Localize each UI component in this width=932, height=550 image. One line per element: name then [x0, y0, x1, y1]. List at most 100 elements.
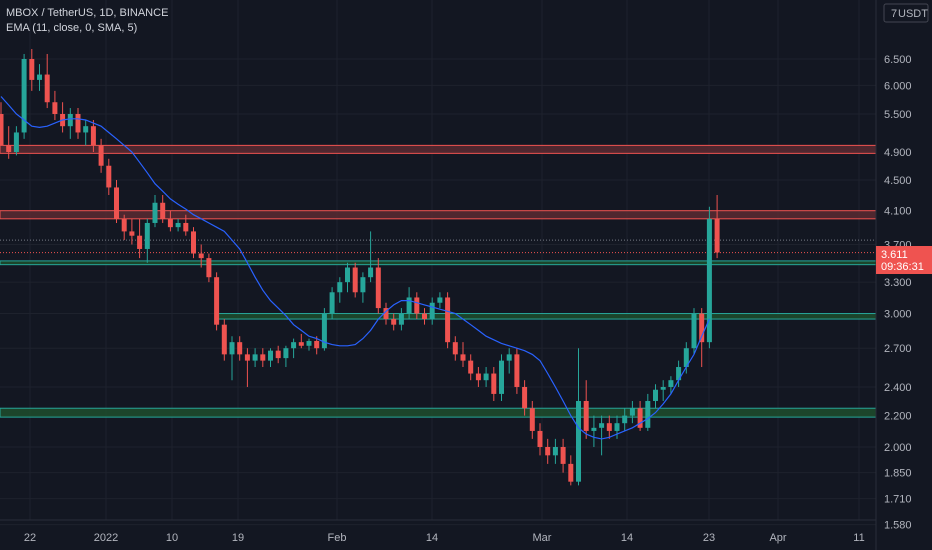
candle[interactable] [499, 354, 504, 401]
candle[interactable] [291, 338, 297, 359]
candle[interactable] [152, 195, 158, 228]
candle[interactable] [422, 308, 427, 325]
candle[interactable] [252, 348, 258, 368]
candle[interactable] [599, 415, 605, 456]
candle[interactable] [368, 231, 374, 283]
candle[interactable] [206, 253, 212, 283]
candle[interactable] [683, 342, 689, 374]
candle[interactable] [137, 218, 143, 259]
candle[interactable] [214, 272, 220, 331]
candle[interactable] [60, 102, 66, 133]
candle[interactable] [552, 438, 558, 464]
candle[interactable] [275, 345, 281, 364]
candle[interactable] [576, 348, 581, 486]
candle[interactable] [452, 336, 458, 361]
candle[interactable] [375, 258, 381, 314]
candle[interactable] [306, 338, 312, 351]
candle[interactable] [653, 384, 658, 409]
candle[interactable] [191, 227, 196, 259]
candle[interactable] [437, 292, 443, 309]
candle[interactable] [706, 206, 712, 349]
candle[interactable] [660, 380, 666, 401]
candle[interactable] [329, 287, 335, 320]
candle[interactable] [475, 367, 481, 387]
candle[interactable] [483, 367, 489, 387]
candle[interactable] [337, 277, 343, 303]
candle[interactable] [360, 272, 366, 303]
support-zone[interactable] [0, 260, 877, 266]
candle[interactable] [37, 64, 42, 91]
candle[interactable] [614, 415, 620, 439]
candle[interactable] [13, 126, 19, 156]
candle[interactable] [529, 400, 535, 439]
candle[interactable] [391, 313, 397, 331]
candle[interactable] [321, 308, 327, 351]
candle[interactable] [298, 333, 304, 349]
candle[interactable] [383, 302, 389, 325]
candle[interactable] [406, 287, 412, 320]
candle[interactable] [98, 138, 104, 173]
support-zone[interactable] [217, 313, 877, 320]
candle[interactable] [398, 308, 404, 331]
symbol-line[interactable]: MBOX / TetherUS, 1D, BINANCE [6, 7, 169, 19]
candle[interactable] [537, 423, 543, 456]
candle[interactable] [637, 400, 643, 431]
candle[interactable] [237, 336, 243, 361]
candle[interactable] [668, 376, 674, 394]
candle[interactable] [514, 348, 520, 394]
candle[interactable] [121, 214, 127, 241]
candle[interactable] [6, 126, 12, 159]
candle[interactable] [52, 90, 58, 121]
candle[interactable] [560, 438, 566, 473]
candle[interactable] [568, 455, 574, 486]
candle[interactable] [21, 53, 27, 139]
candle[interactable] [591, 415, 597, 447]
resistance-zone[interactable] [0, 210, 877, 220]
candle[interactable] [198, 244, 204, 268]
candle[interactable] [352, 262, 358, 298]
candle[interactable] [345, 262, 350, 293]
indicator-line[interactable]: EMA (11, close, 0, SMA, 5) [6, 22, 138, 34]
candle[interactable] [645, 393, 651, 431]
candle[interactable] [160, 195, 166, 223]
support-zone[interactable] [0, 407, 877, 418]
candle[interactable] [460, 342, 466, 368]
candle[interactable] [506, 348, 512, 374]
candle[interactable] [106, 158, 112, 196]
candle[interactable] [129, 218, 135, 245]
candle[interactable] [167, 210, 173, 232]
candle[interactable] [468, 354, 474, 381]
candle[interactable] [676, 360, 682, 387]
candle[interactable] [90, 120, 96, 153]
candle[interactable] [221, 319, 227, 361]
candle[interactable] [183, 214, 189, 236]
candle[interactable] [606, 415, 612, 439]
currency-badge[interactable]: 7 USDT [883, 3, 929, 23]
candle[interactable] [144, 218, 150, 263]
candle[interactable] [67, 108, 73, 139]
candle[interactable] [491, 367, 497, 401]
candle[interactable] [244, 348, 250, 387]
candle[interactable] [229, 336, 235, 381]
candle[interactable] [714, 195, 720, 259]
candle[interactable] [0, 102, 4, 146]
candle[interactable] [268, 348, 273, 368]
candle[interactable] [522, 380, 528, 416]
candle[interactable] [283, 345, 289, 368]
candle[interactable] [44, 53, 50, 109]
candle[interactable] [545, 438, 551, 464]
candle[interactable] [445, 292, 451, 349]
candle[interactable] [260, 348, 266, 368]
candle[interactable] [114, 180, 119, 223]
candle[interactable] [83, 120, 89, 146]
candle[interactable] [583, 380, 589, 439]
candle[interactable] [622, 408, 628, 431]
candle[interactable] [691, 308, 697, 355]
candle[interactable] [429, 297, 435, 325]
candle[interactable] [75, 108, 81, 139]
candle[interactable] [414, 292, 420, 320]
candle[interactable] [29, 49, 35, 91]
candle[interactable] [629, 400, 635, 424]
candle[interactable] [175, 218, 181, 232]
